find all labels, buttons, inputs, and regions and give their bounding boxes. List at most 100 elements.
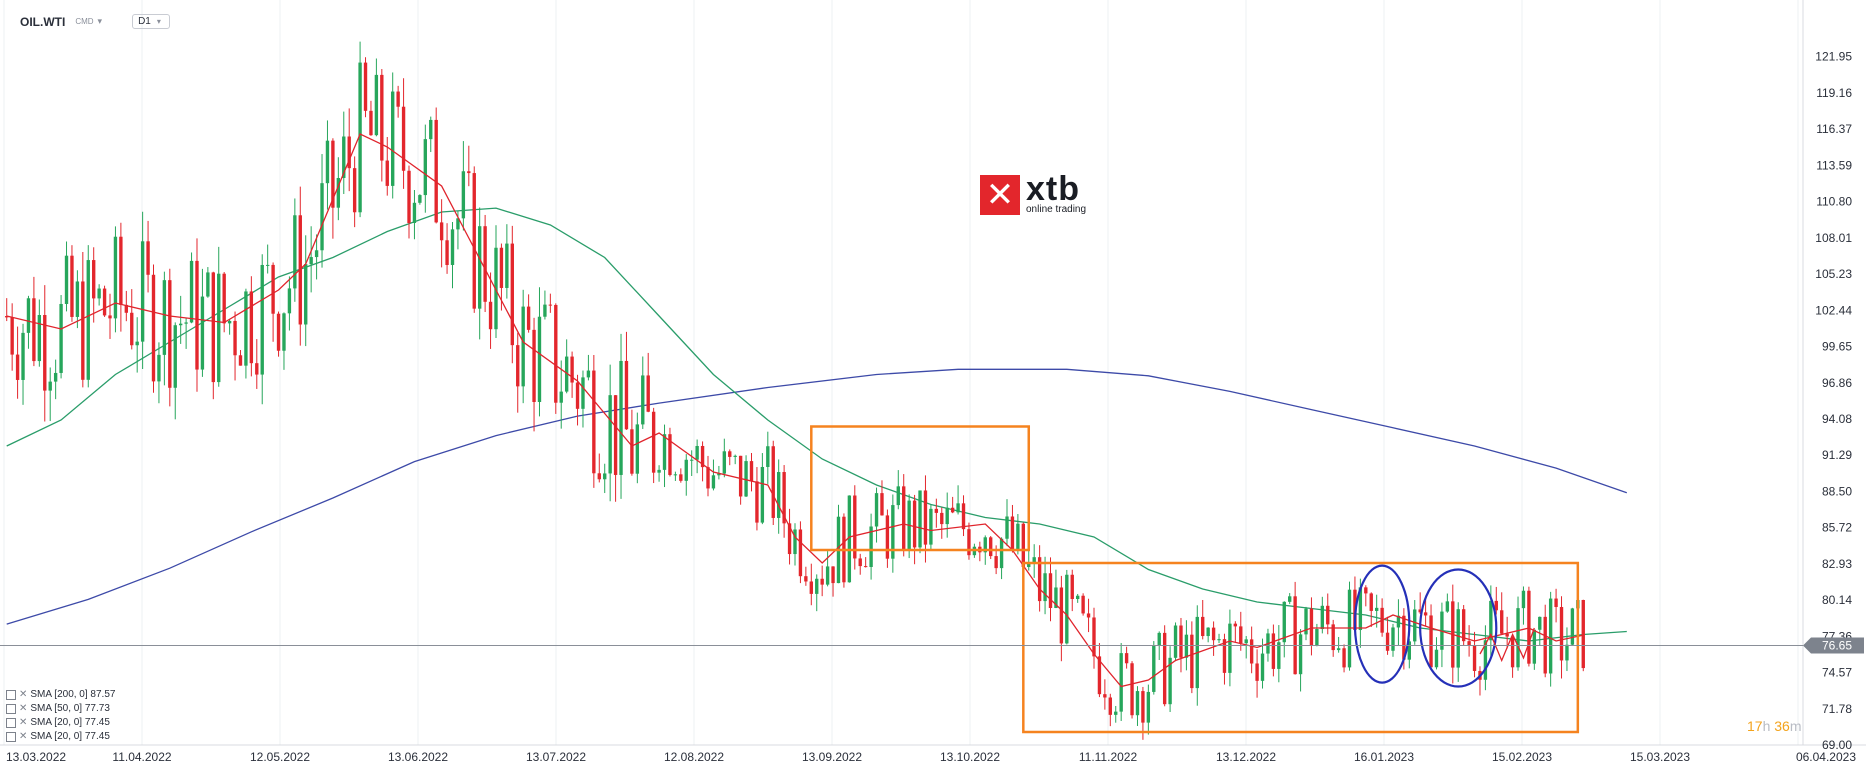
candle-body [412, 202, 417, 224]
settings-icon[interactable] [6, 718, 16, 728]
candle-body [1065, 574, 1069, 644]
chevron-down-icon[interactable]: ▾ [97, 16, 103, 26]
bull-candle [391, 72, 395, 199]
settings-icon[interactable] [6, 690, 16, 700]
candle-body [564, 356, 569, 392]
timeframe-label: D1 [138, 16, 151, 27]
candle-body [1456, 609, 1460, 668]
candle-body [809, 581, 813, 594]
x-tick-label: 13.06.2022 [388, 750, 448, 764]
candle-body [1157, 632, 1161, 645]
y-tick-label: 80.14 [1822, 593, 1852, 607]
candle-body [10, 317, 14, 355]
candle-body [260, 264, 264, 375]
bear-candle [749, 453, 754, 492]
candle-body [1010, 516, 1015, 550]
x-tick-label: 13.09.2022 [802, 750, 862, 764]
bull-candle [1244, 636, 1248, 659]
candle-body [1516, 608, 1520, 668]
candle-body [331, 140, 335, 208]
candle-body [499, 247, 504, 288]
bear-candle [363, 57, 368, 118]
candle-body [352, 168, 357, 213]
legend-item[interactable]: ✕ SMA [20, 0] 77.45 [6, 730, 115, 744]
bull-candle [793, 523, 797, 566]
bear-candle [613, 395, 618, 502]
x-tick-label: 11.04.2022 [112, 750, 171, 764]
candle-body [733, 455, 737, 457]
bear-candle [863, 557, 868, 568]
bull-candle [178, 295, 183, 344]
candle-body [896, 486, 900, 506]
bull-candle [227, 318, 232, 335]
bear-candle [233, 311, 237, 381]
candle-body [853, 495, 857, 559]
timeframe-select[interactable]: D1 ▾ [132, 14, 170, 29]
settings-icon[interactable] [6, 732, 16, 742]
bear-candle [1222, 633, 1227, 685]
candle-body [439, 222, 444, 241]
bull-candle [59, 295, 63, 379]
candle-body [238, 355, 243, 366]
y-tick-label: 88.50 [1822, 485, 1852, 499]
bear-candle [1385, 616, 1390, 655]
candle-body [1190, 634, 1194, 689]
bull-candle [1005, 499, 1009, 547]
candle-body [1097, 656, 1102, 695]
bull-candle [75, 270, 80, 329]
legend-item[interactable]: ✕ SMA [50, 0] 77.73 [6, 702, 115, 716]
candle-body [483, 226, 487, 302]
bear-candle [1271, 624, 1276, 677]
timer-hours-unit: h [1762, 718, 1771, 734]
candle-body [863, 566, 868, 568]
bear-candle [804, 566, 808, 586]
bull-candle [1407, 638, 1411, 669]
candle-body [1559, 607, 1564, 661]
candle-body [1152, 644, 1156, 692]
candle-body [945, 507, 949, 525]
candle-body [1059, 587, 1064, 644]
candle-body [755, 481, 759, 523]
close-icon[interactable]: ✕ [19, 731, 28, 742]
candle-body [1222, 639, 1227, 673]
close-icon[interactable]: ✕ [19, 703, 28, 714]
bull-candle [494, 225, 498, 339]
settings-icon[interactable] [6, 704, 16, 714]
bear-candle [1527, 586, 1531, 667]
candle-body [211, 272, 215, 383]
bear-candle [369, 100, 373, 136]
bull-candle [929, 505, 933, 551]
bull-candle [815, 574, 819, 612]
candle-body [575, 382, 580, 409]
bull-candle [477, 207, 482, 340]
candle-body [570, 356, 574, 383]
bull-candle [608, 364, 612, 502]
legend-item[interactable]: ✕ SMA [200, 0] 87.57 [6, 688, 115, 702]
close-icon[interactable]: ✕ [19, 689, 28, 700]
bear-candle [1201, 599, 1205, 640]
legend-item[interactable]: ✕ SMA [20, 0] 77.45 [6, 716, 115, 730]
y-tick-label: 96.86 [1822, 376, 1852, 390]
candle-body [912, 500, 917, 548]
candle-body [347, 136, 351, 169]
candle-body [662, 434, 667, 470]
bull-candle [1434, 637, 1439, 670]
bear-candle [1048, 557, 1053, 622]
candle-body [1407, 641, 1411, 660]
bull-candle [836, 504, 841, 584]
candle-body [950, 507, 955, 513]
candle-body [695, 445, 699, 460]
candle-body [1510, 636, 1515, 668]
candle-body [1135, 691, 1140, 716]
candle-body [787, 523, 792, 555]
candle-body [869, 526, 873, 567]
bull-candle [184, 318, 188, 349]
annotations [810, 425, 1580, 734]
candle-body [1054, 587, 1058, 609]
bear-candle [787, 508, 792, 565]
candle-body [1027, 562, 1031, 568]
bear-candle [1478, 666, 1482, 696]
close-icon[interactable]: ✕ [19, 717, 28, 728]
candle-body [97, 288, 101, 299]
